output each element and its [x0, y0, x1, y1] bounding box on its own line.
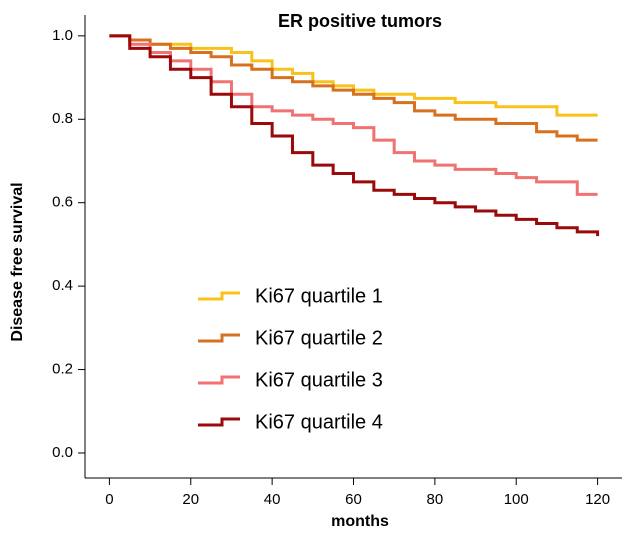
x-tick-label: 100 — [504, 491, 529, 508]
survival-curve — [109, 34, 598, 117]
legend-swatch — [198, 333, 240, 343]
y-tick-label: 0.2 — [52, 361, 73, 378]
survival-curve — [109, 34, 598, 142]
x-tick-label: 0 — [105, 491, 113, 508]
x-tick-label: 60 — [345, 491, 362, 508]
survival-curve — [109, 34, 598, 196]
x-tick-label: 80 — [427, 491, 444, 508]
x-tick-label: 120 — [585, 491, 610, 508]
y-tick-label: 0.8 — [52, 110, 73, 127]
legend-label: Ki67 quartile 2 — [255, 327, 383, 349]
survival-curve — [109, 34, 600, 237]
x-tick-label: 40 — [264, 491, 281, 508]
chart-title: ER positive tumors — [278, 11, 442, 31]
legend-label: Ki67 quartile 3 — [255, 369, 383, 391]
legend-swatch — [198, 375, 240, 385]
legend-label: Ki67 quartile 4 — [255, 411, 383, 433]
x-axis-label: months — [331, 513, 389, 530]
y-axis-label: Disease free survival — [9, 182, 26, 341]
legend-swatch — [198, 417, 240, 427]
legend-swatch — [198, 291, 240, 301]
y-tick-label: 1.0 — [52, 27, 73, 44]
y-tick-label: 0.6 — [52, 194, 73, 211]
legend-label: Ki67 quartile 1 — [255, 285, 383, 307]
y-tick-label: 0.0 — [52, 444, 73, 461]
y-tick-label: 0.4 — [52, 277, 73, 294]
x-tick-label: 20 — [182, 491, 199, 508]
